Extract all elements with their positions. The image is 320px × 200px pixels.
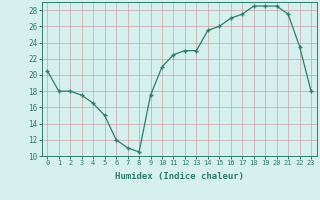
X-axis label: Humidex (Indice chaleur): Humidex (Indice chaleur) [115, 172, 244, 181]
